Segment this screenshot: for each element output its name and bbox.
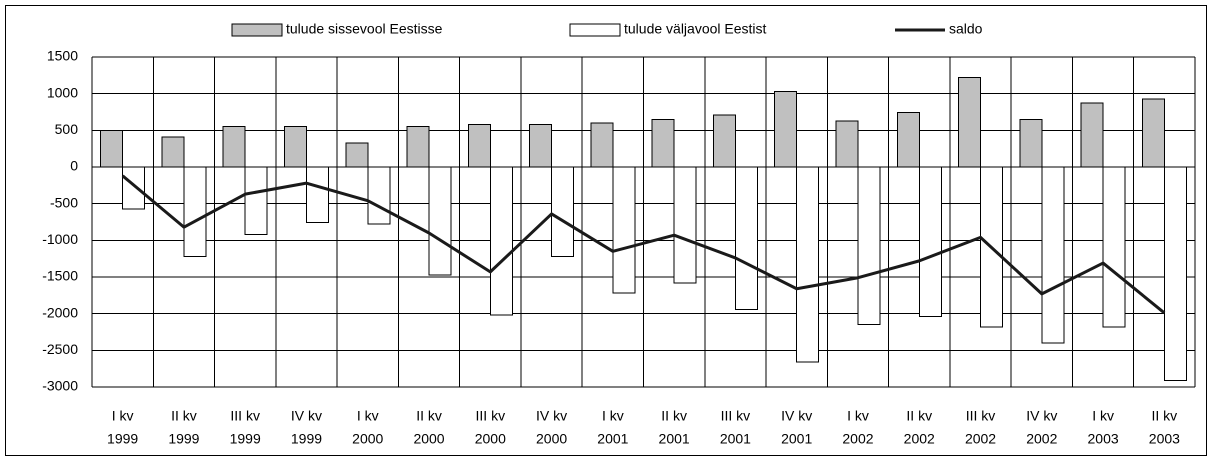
x-tick-label: 2001 — [720, 431, 751, 447]
bar — [529, 123, 553, 168]
x-tick-label: IV kv — [1026, 408, 1057, 424]
x-tick-label: II kv — [906, 408, 932, 424]
x-tick-label: II kv — [416, 408, 442, 424]
y-tick-label: -2000 — [42, 304, 78, 320]
x-tick-label: 2002 — [965, 431, 996, 447]
x-tick-label: 1999 — [291, 431, 322, 447]
bar — [1019, 118, 1043, 168]
line — [121, 174, 1166, 315]
bar — [774, 90, 798, 168]
x-tick-label: III kv — [966, 408, 996, 424]
y-tick-label: -3000 — [42, 378, 78, 394]
x-tick-label: 1999 — [107, 431, 138, 447]
y-tick-label: -1500 — [42, 268, 78, 284]
x-tick-label: I kv — [1092, 408, 1114, 424]
x-tick-label: 2002 — [904, 431, 935, 447]
y-tick-label: -2500 — [42, 341, 78, 357]
bar — [222, 126, 246, 168]
x-tick-label: 2000 — [536, 431, 567, 447]
bar — [857, 166, 881, 326]
bar — [551, 166, 575, 257]
bar — [896, 112, 920, 168]
x-tick-label: I kv — [847, 408, 869, 424]
bar — [651, 118, 675, 168]
x-tick-label: 1999 — [168, 431, 199, 447]
x-tick-label: II kv — [171, 408, 197, 424]
x-tick-label: III kv — [230, 408, 260, 424]
bar — [1102, 166, 1126, 328]
x-tick-label: III kv — [721, 408, 751, 424]
bar — [1141, 98, 1165, 168]
bar — [183, 166, 207, 257]
x-tick-label: 2002 — [842, 431, 873, 447]
x-tick-label: IV kv — [536, 408, 567, 424]
bar — [918, 166, 942, 318]
y-tick-label: 1000 — [47, 84, 78, 100]
legend-swatch — [231, 23, 283, 37]
bar — [1080, 102, 1104, 168]
x-tick-label: 2001 — [597, 431, 628, 447]
x-tick-label: 2001 — [659, 431, 690, 447]
bar — [406, 126, 430, 168]
bar — [796, 166, 820, 363]
x-tick-label: IV kv — [291, 408, 322, 424]
bar — [305, 166, 329, 224]
bar — [835, 120, 859, 168]
x-tick-label: 2000 — [475, 431, 506, 447]
x-tick-label: IV kv — [781, 408, 812, 424]
y-tick-label: 500 — [55, 121, 79, 137]
x-tick-label: 1999 — [230, 431, 261, 447]
x-tick-label: 2000 — [413, 431, 444, 447]
bar — [100, 129, 124, 168]
legend-label: tulude väljavool Eestist — [624, 21, 767, 37]
bar — [673, 166, 697, 284]
bar — [122, 166, 146, 210]
bar — [489, 166, 513, 316]
x-tick-label: I kv — [602, 408, 624, 424]
x-tick-label: 2002 — [1026, 431, 1057, 447]
x-tick-label: III kv — [476, 408, 506, 424]
x-tick-label: II kv — [1152, 408, 1178, 424]
bar — [244, 166, 268, 235]
y-tick-label: -500 — [50, 194, 78, 210]
bar — [1041, 166, 1065, 344]
legend-label: saldo — [949, 21, 983, 37]
legend-swatch — [569, 23, 621, 37]
x-tick-label: 2000 — [352, 431, 383, 447]
bar — [428, 166, 452, 276]
bar — [467, 123, 491, 168]
x-tick-label: 2003 — [1149, 431, 1180, 447]
bar — [283, 126, 307, 168]
bar — [161, 136, 185, 168]
y-tick-label: 0 — [70, 158, 78, 174]
y-tick-label: -1000 — [42, 231, 78, 247]
legend-label: tulude sissevool Eestisse — [286, 21, 443, 37]
x-tick-label: 2001 — [781, 431, 812, 447]
bar — [367, 166, 391, 225]
bar — [1163, 166, 1187, 381]
bar — [958, 77, 982, 168]
bar — [612, 166, 636, 294]
x-tick-label: 2003 — [1088, 431, 1119, 447]
x-tick-label: I kv — [112, 408, 134, 424]
x-tick-label: II kv — [661, 408, 687, 424]
bar — [590, 122, 614, 168]
bar — [345, 142, 369, 168]
bar — [734, 166, 758, 310]
bar — [712, 114, 736, 168]
y-tick-label: 1500 — [47, 48, 78, 64]
x-tick-label: I kv — [357, 408, 379, 424]
